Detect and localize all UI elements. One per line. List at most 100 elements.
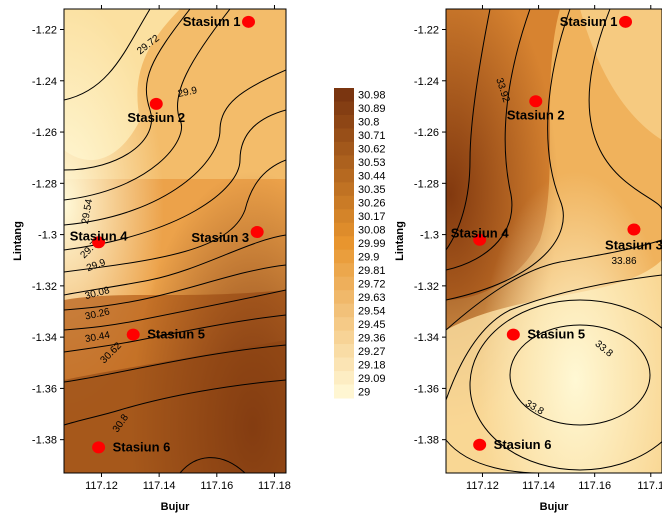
colorbar-label: 29.99 — [358, 238, 386, 250]
y-tick-label: -1.22 — [32, 25, 57, 37]
station-marker — [619, 15, 633, 28]
colorbar-swatch — [334, 371, 354, 386]
colorbar-swatch — [334, 276, 354, 291]
colorbar-label: 29.45 — [358, 319, 386, 331]
station-label: Stasiun 1 — [183, 14, 241, 29]
contour-label: 30.44 — [84, 330, 111, 345]
right-contour-lines — [446, 9, 662, 473]
contour-label: 29.54 — [80, 198, 95, 225]
colorbar-label: 30.17 — [358, 211, 386, 223]
colorbar-swatch — [334, 155, 354, 170]
colorbar-swatch — [334, 182, 354, 197]
x-tick-label: 117.16 — [200, 480, 233, 492]
right-axis-ticks: -1.22 -1.24 -1.26 -1.28 -1.3 -1.32 -1.34 -1.36 -… — [414, 5, 662, 492]
y-tick-label: -1.26 — [32, 127, 57, 139]
y-tick-label: -1.34 — [32, 332, 57, 344]
y-tick-label: -1.28 — [32, 178, 57, 190]
colorbar-swatch — [334, 330, 354, 345]
right-stations: Stasiun 1 Stasiun 2 Stasiun 3 Stasiun 4 Stas… — [451, 14, 662, 452]
right-panel: -1.22 -1.24 -1.26 -1.28 -1.3 -1.32 -1.34 -1.36 -… — [394, 5, 662, 513]
colorbar-swatch — [334, 128, 354, 143]
left-plot-frame — [63, 8, 287, 474]
colorbar-swatch — [334, 303, 354, 318]
colorbar-swatch — [334, 344, 354, 359]
colorbar-label: 30.71 — [358, 130, 386, 142]
colorbar-swatch — [334, 290, 354, 305]
colorbar-label: 29.18 — [358, 359, 386, 371]
y-tick-label: -1.22 — [414, 25, 439, 37]
station-label: Stasiun 3 — [191, 230, 249, 245]
y-tick-label: -1.3 — [38, 230, 57, 242]
colorbar-label: 30.8 — [358, 117, 379, 129]
y-tick-label: -1.3 — [420, 230, 439, 242]
station-marker — [473, 438, 487, 451]
station-label: Stasiun 6 — [494, 437, 552, 452]
left-x-axis-title: Bujur — [161, 501, 190, 513]
station-label: Stasiun 1 — [560, 14, 618, 29]
right-contour-field — [446, 9, 662, 473]
station-label: Stasiun 4 — [70, 228, 129, 243]
left-panel: -1.22 -1.24 -1.26 -1.28 -1.3 -1.32 -1.34 -1.36 -… — [12, 5, 291, 513]
colorbar-label: 30.98 — [358, 90, 386, 102]
y-tick-label: -1.36 — [32, 383, 57, 395]
colorbar-swatch — [334, 141, 354, 156]
left-stations: Stasiun 1 Stasiun 2 Stasiun 3 Stasiun 4 Stas… — [70, 14, 264, 454]
y-tick-label: -1.32 — [414, 281, 439, 293]
left-axis-ticks: -1.22 -1.24 -1.26 -1.28 -1.3 -1.32 -1.34 -1.36 -… — [32, 5, 291, 492]
y-tick-label: -1.36 — [414, 383, 439, 395]
colorbar-swatch — [334, 222, 354, 237]
colorbar-swatch — [334, 317, 354, 332]
colorbar-label: 29.81 — [358, 265, 386, 277]
right-x-axis-title: Bujur — [540, 501, 569, 513]
station-label: Stasiun 2 — [127, 110, 185, 125]
station-marker — [149, 97, 163, 110]
x-tick-label: 117.18 — [258, 480, 291, 492]
station-label: Stasiun 5 — [147, 327, 205, 342]
right-plot-frame — [445, 8, 662, 474]
colorbar-swatch — [334, 384, 354, 399]
station-label: Stasiun 5 — [527, 327, 585, 342]
colorbar-label: 29.09 — [358, 373, 386, 385]
x-tick-label: 117.1 — [637, 480, 662, 492]
y-tick-label: -1.32 — [32, 281, 57, 293]
x-tick-label: 117.12 — [466, 480, 499, 492]
left-y-axis-title: Lintang — [12, 221, 24, 261]
colorbar-label: 30.53 — [358, 157, 386, 169]
y-tick-label: -1.34 — [414, 332, 439, 344]
station-label: Stasiun 2 — [507, 107, 565, 122]
station-marker — [92, 441, 106, 454]
contour-label: 33.86 — [611, 256, 636, 267]
contour-label: 30.26 — [84, 306, 111, 322]
station-marker — [473, 233, 487, 246]
left-field-hot-band — [64, 340, 286, 473]
colorbar-label: 29.72 — [358, 278, 386, 290]
contour-label: 29.9 — [177, 85, 199, 100]
station-label: Stasiun 6 — [113, 439, 171, 454]
station-label: Stasiun 4 — [451, 226, 510, 241]
left-contour-lines — [64, 9, 286, 473]
station-marker — [250, 226, 264, 239]
colorbar-label: 30.08 — [358, 225, 386, 237]
station-marker — [242, 15, 256, 28]
station-marker — [126, 328, 140, 341]
x-tick-label: 117.14 — [522, 480, 555, 492]
colorbar-swatch — [334, 114, 354, 129]
colorbar-label: 30.26 — [358, 198, 386, 210]
station-label: Stasiun 3 — [605, 237, 662, 252]
colorbar-label: 29 — [358, 386, 370, 398]
colorbar-swatch — [334, 168, 354, 183]
colorbar-label: 30.89 — [358, 103, 386, 115]
colorbar-swatch — [334, 88, 354, 102]
y-tick-label: -1.24 — [414, 76, 439, 88]
colorbar-label: 30.44 — [358, 171, 386, 183]
right-y-axis-title: Lintang — [394, 221, 406, 261]
station-marker — [529, 95, 543, 108]
station-marker — [506, 328, 520, 341]
colorbar-label: 29.9 — [358, 251, 379, 263]
colorbar-swatch — [334, 249, 354, 264]
y-tick-label: -1.26 — [414, 127, 439, 139]
x-tick-label: 117.14 — [143, 480, 176, 492]
x-tick-label: 117.16 — [578, 480, 611, 492]
